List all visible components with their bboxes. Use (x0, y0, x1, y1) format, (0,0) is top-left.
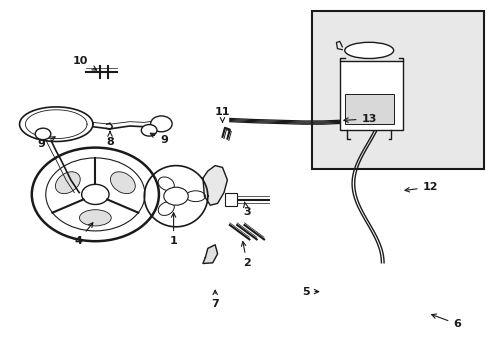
Text: 11: 11 (214, 107, 230, 122)
Text: 4: 4 (74, 223, 93, 246)
Bar (224, 193, 237, 206)
Text: 10: 10 (73, 56, 97, 70)
Text: 13: 13 (343, 114, 376, 124)
Text: 6: 6 (431, 314, 460, 329)
Text: 9: 9 (150, 133, 167, 145)
Ellipse shape (158, 177, 174, 190)
Text: 9: 9 (38, 137, 55, 149)
Circle shape (150, 116, 172, 132)
Circle shape (163, 187, 188, 205)
Ellipse shape (110, 172, 135, 194)
Ellipse shape (55, 172, 80, 194)
FancyBboxPatch shape (339, 61, 403, 130)
FancyBboxPatch shape (344, 94, 393, 124)
Ellipse shape (79, 210, 111, 226)
Text: 8: 8 (106, 131, 114, 147)
Bar (311, 11, 483, 169)
Circle shape (32, 148, 159, 241)
Ellipse shape (158, 202, 174, 216)
Ellipse shape (185, 191, 205, 202)
Polygon shape (203, 245, 217, 264)
Circle shape (46, 158, 144, 231)
Polygon shape (203, 166, 227, 205)
Circle shape (35, 128, 51, 140)
Text: 1: 1 (169, 213, 177, 246)
Text: 5: 5 (301, 287, 318, 297)
Circle shape (141, 125, 157, 136)
Circle shape (81, 184, 109, 204)
Text: 3: 3 (243, 202, 250, 217)
Text: 12: 12 (404, 182, 437, 192)
Text: 2: 2 (241, 242, 250, 268)
Text: 7: 7 (211, 290, 219, 309)
Ellipse shape (344, 42, 393, 58)
